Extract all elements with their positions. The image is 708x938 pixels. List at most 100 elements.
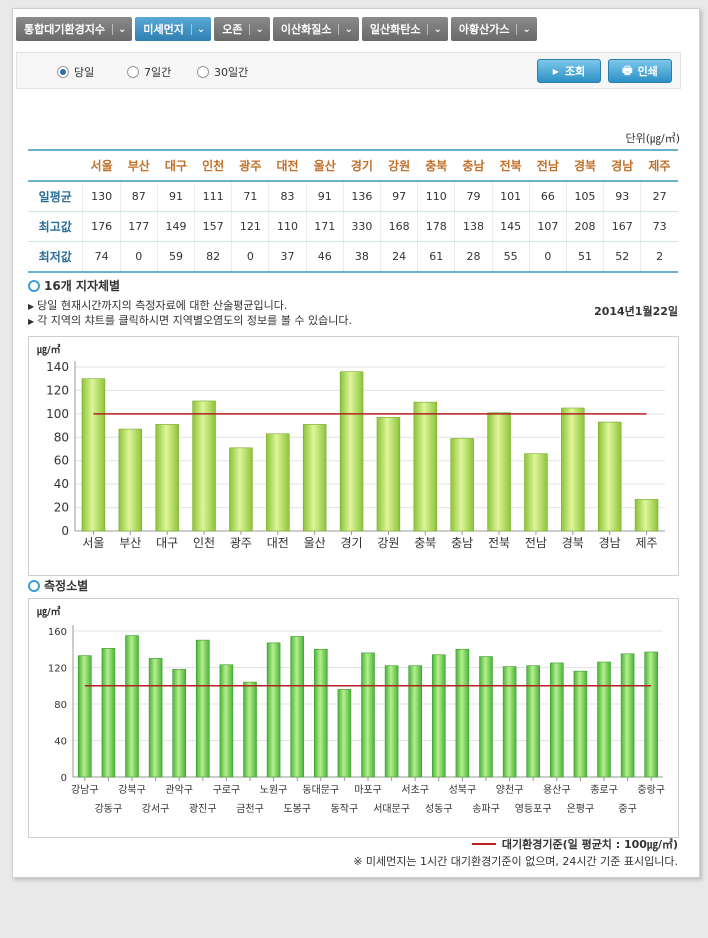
value-cell: 83 bbox=[268, 181, 307, 212]
bar-광진구[interactable] bbox=[196, 639, 210, 778]
y-tick-label: 160 bbox=[48, 627, 67, 638]
bar-금천구[interactable] bbox=[243, 681, 257, 778]
bar-경남[interactable] bbox=[597, 421, 622, 532]
summary-table: 서울 부산 대구 인천 광주 대전 울산 경기 강원 충북 충남 전북 전남 경북 경남 제주 일평균 130 87… bbox=[28, 149, 678, 273]
bar-부산[interactable] bbox=[118, 428, 143, 532]
bar-종로구[interactable] bbox=[597, 661, 611, 778]
bar-강원[interactable] bbox=[376, 417, 401, 532]
bar-경북[interactable] bbox=[561, 407, 585, 532]
x-tick-label: 경남 bbox=[599, 536, 621, 550]
radio-dot bbox=[197, 66, 209, 78]
tab-0[interactable]: 통합대기환경지수 ⌄ bbox=[16, 17, 133, 41]
x-tick-label: 전남 bbox=[525, 536, 547, 550]
y-tick-label: 0 bbox=[61, 524, 69, 538]
bar-은평구[interactable] bbox=[573, 670, 588, 778]
period-7days-radio[interactable]: 7일간 bbox=[127, 64, 171, 80]
x-tick-label: 서대문구 bbox=[373, 803, 410, 815]
search-button[interactable]: ▶ 조회 bbox=[537, 59, 601, 83]
value-cell: 0 bbox=[119, 241, 158, 273]
print-button[interactable]: 🖶 인쇄 bbox=[608, 59, 672, 83]
table-row: 최고값 176 177 149 157 121 110 171 330 168 178 138 145 1… bbox=[28, 211, 678, 242]
bar-도봉구[interactable] bbox=[290, 636, 304, 778]
bar-충남[interactable] bbox=[450, 438, 474, 532]
bar-노원구[interactable] bbox=[266, 642, 281, 778]
x-tick-label: 금천구 bbox=[236, 803, 264, 815]
x-tick-label: 대구 bbox=[156, 536, 178, 550]
bar-성북구[interactable] bbox=[455, 648, 470, 778]
bar-강북구[interactable] bbox=[125, 635, 139, 778]
bar-영등포구[interactable] bbox=[526, 665, 540, 778]
region-bar-chart[interactable]: ㎍/㎥ 0 20 40 60 80 100 120 140 서울 부산 대구 인천 광주 대전 울산 경기 강원 충… bbox=[29, 337, 678, 575]
bar-중구[interactable] bbox=[620, 653, 635, 778]
bar-인천[interactable] bbox=[192, 400, 216, 532]
bar-제주[interactable] bbox=[634, 499, 659, 532]
value-cell: 208 bbox=[565, 211, 604, 242]
period-bar: 당일 7일간 30일간 ▶ 조회 🖶 인쇄 bbox=[16, 52, 681, 89]
x-tick-label: 부산 bbox=[119, 536, 141, 550]
bar-대전[interactable] bbox=[266, 433, 290, 532]
region-header: 경기 bbox=[343, 149, 381, 182]
x-tick-label: 강서구 bbox=[142, 803, 170, 815]
value-cell: 176 bbox=[82, 211, 121, 242]
bar-중랑구[interactable] bbox=[644, 651, 658, 778]
value-cell: 28 bbox=[454, 241, 493, 273]
value-cell: 136 bbox=[342, 181, 381, 212]
triangle-icon: ▶ bbox=[28, 302, 35, 311]
x-tick-label: 강동구 bbox=[95, 803, 123, 815]
bar-서울[interactable] bbox=[81, 378, 106, 532]
x-tick-label: 광주 bbox=[230, 536, 252, 550]
tab-4[interactable]: 일산화탄소 ⌄ bbox=[361, 17, 448, 41]
bar-동작구[interactable] bbox=[337, 689, 352, 778]
region-header: 인천 bbox=[194, 149, 232, 182]
bar-강동구[interactable] bbox=[101, 648, 116, 778]
bar-송파구[interactable] bbox=[479, 656, 493, 778]
bar-충북[interactable] bbox=[413, 401, 438, 532]
bar-서대문구[interactable] bbox=[384, 665, 399, 778]
legend-line-swatch bbox=[471, 843, 496, 845]
corner-cell bbox=[28, 149, 83, 182]
x-tick-label: 인천 bbox=[193, 535, 215, 550]
bar-경기[interactable] bbox=[339, 371, 364, 532]
bar-성동구[interactable] bbox=[432, 654, 446, 778]
value-cell: 111 bbox=[194, 181, 232, 212]
tab-label: 통합대기환경지수 bbox=[24, 23, 105, 36]
tab-1[interactable]: 미세먼지 ⌄ bbox=[135, 17, 212, 41]
y-tick-label: 120 bbox=[46, 383, 69, 397]
bar-전남[interactable] bbox=[524, 453, 548, 532]
bar-대구[interactable] bbox=[155, 424, 179, 532]
region-header: 충북 bbox=[417, 149, 455, 182]
x-tick-label: 송파구 bbox=[472, 803, 500, 815]
bar-마포구[interactable] bbox=[361, 652, 375, 778]
tab-2[interactable]: 오존 ⌄ bbox=[214, 17, 270, 41]
tab-label: 이산화질소 bbox=[280, 23, 332, 36]
x-tick-label: 강북구 bbox=[118, 784, 146, 796]
bar-강서구[interactable] bbox=[148, 658, 163, 778]
radio-dot bbox=[127, 66, 139, 78]
y-tick-label: 0 bbox=[61, 773, 67, 784]
row-header: 최고값 bbox=[28, 211, 83, 242]
bar-울산[interactable] bbox=[302, 424, 327, 532]
period-today-radio[interactable]: 당일 bbox=[57, 64, 94, 80]
bar-용산구[interactable] bbox=[550, 662, 564, 778]
x-tick-label: 충남 bbox=[451, 536, 473, 550]
period-30days-radio[interactable]: 30일간 bbox=[197, 64, 248, 80]
bar-광주[interactable] bbox=[229, 447, 253, 532]
section-regions-title: 16개 지자체별 bbox=[28, 277, 120, 294]
region-header: 경남 bbox=[603, 149, 641, 182]
bar-서초구[interactable] bbox=[408, 665, 422, 778]
chevron-down-icon: ⌄ bbox=[427, 23, 442, 35]
value-cell: 46 bbox=[305, 241, 344, 273]
bar-전북[interactable] bbox=[487, 412, 511, 532]
tab-5[interactable]: 아황산가스 ⌄ bbox=[450, 17, 537, 41]
tab-3[interactable]: 이산화질소 ⌄ bbox=[272, 17, 359, 41]
value-cell: 87 bbox=[119, 181, 158, 212]
x-tick-label: 서울 bbox=[82, 536, 104, 550]
bar-강남구[interactable] bbox=[78, 655, 92, 778]
x-tick-label: 울산 bbox=[304, 536, 326, 550]
bar-동대문구[interactable] bbox=[314, 648, 328, 778]
value-cell: 27 bbox=[640, 181, 678, 212]
value-cell: 0 bbox=[231, 241, 269, 273]
bar-구로구[interactable] bbox=[219, 664, 234, 778]
bar-양천구[interactable] bbox=[502, 666, 517, 778]
